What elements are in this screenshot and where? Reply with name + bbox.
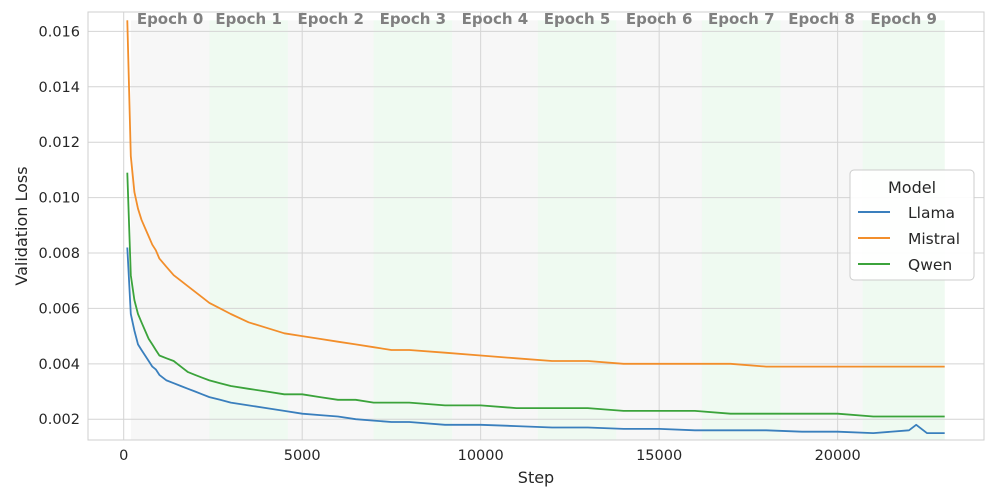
x-tick-labels: 0 5000 10000 15000 20000 (119, 448, 861, 464)
epoch-label-5: Epoch 5 (544, 10, 611, 28)
epoch-band-2 (287, 20, 374, 441)
epoch-band-8 (780, 20, 863, 441)
plot-frame (87, 11, 985, 441)
epoch-label-3: Epoch 3 (380, 10, 447, 28)
series-lines (126, 20, 945, 435)
y-tick-label: 0.012 (38, 135, 80, 151)
y-tick-label: 0.006 (38, 301, 80, 317)
x-tick-label: 10000 (458, 448, 504, 464)
y-tick-label: 0.014 (38, 80, 80, 96)
y-tick-label: 0.004 (38, 357, 80, 373)
y-axis-label: Validation Loss (12, 166, 31, 285)
epoch-label-6: Epoch 6 (626, 10, 693, 28)
legend-label-llama: Llama (908, 204, 955, 222)
x-tick-label: 20000 (815, 448, 861, 464)
epoch-label-1: Epoch 1 (215, 10, 282, 28)
epoch-band-7 (701, 20, 781, 441)
epoch-bands (130, 20, 945, 441)
epoch-label-0: Epoch 0 (137, 10, 204, 28)
y-tick-label: 0.016 (38, 24, 80, 40)
epoch-labels: Epoch 0 Epoch 1 Epoch 2 Epoch 3 Epoch 4 Epoch… (137, 10, 937, 28)
x-tick-label: 15000 (636, 448, 682, 464)
legend-box (849, 169, 975, 281)
series-line-llama (126, 247, 945, 435)
legend-label-mistral: Mistral (908, 230, 960, 248)
epoch-label-2: Epoch 2 (297, 10, 364, 28)
grid-lines (88, 12, 984, 440)
x-tick-label: 0 (119, 448, 128, 464)
y-tick-label: 0.010 (38, 191, 80, 207)
epoch-band-5 (537, 20, 617, 441)
legend-label-qwen: Qwen (908, 256, 952, 274)
x-axis-label: Step (518, 468, 554, 487)
y-tick-label: 0.008 (38, 246, 80, 262)
epoch-label-9: Epoch 9 (870, 10, 937, 28)
legend-title: Model (888, 178, 936, 197)
epoch-label-7: Epoch 7 (708, 10, 775, 28)
series-line-mistral (126, 20, 945, 368)
y-tick-label: 0.002 (38, 412, 80, 428)
epoch-band-1 (209, 20, 288, 441)
epoch-band-3 (373, 20, 453, 441)
series-line-qwen (126, 172, 945, 418)
epoch-band-0 (130, 20, 210, 441)
epoch-band-4 (452, 20, 538, 441)
x-tick-label: 5000 (284, 448, 321, 464)
legend: Model Llama Mistral Qwen (849, 169, 975, 281)
epoch-label-4: Epoch 4 (462, 10, 529, 28)
legend-items: Llama Mistral Qwen (858, 204, 960, 274)
epoch-label-8: Epoch 8 (788, 10, 855, 28)
y-tick-labels: 0.002 0.004 0.006 0.008 0.010 0.012 0.014 0.016 (38, 24, 80, 428)
